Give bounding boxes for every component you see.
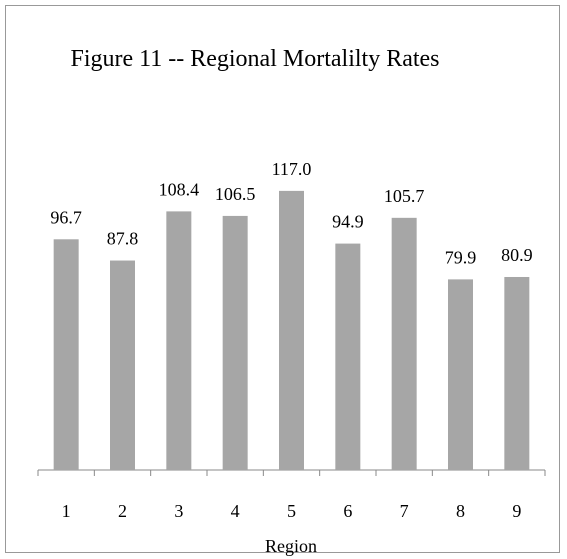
value-label: 106.5 xyxy=(215,184,256,204)
bar xyxy=(222,215,248,470)
bar xyxy=(279,190,304,470)
bar xyxy=(335,243,361,470)
value-label: 79.9 xyxy=(445,248,477,268)
bar xyxy=(53,239,79,470)
chart-title: Figure 11 -- Regional Mortalilty Rates xyxy=(70,46,440,72)
bar xyxy=(504,276,530,470)
bar xyxy=(166,211,192,471)
value-label: 108.4 xyxy=(159,180,200,200)
value-label: 96.7 xyxy=(50,207,82,227)
value-label: 105.7 xyxy=(384,186,425,206)
x-tick-label: 1 xyxy=(62,501,71,521)
x-tick-label: 2 xyxy=(118,501,127,521)
x-tick-label: 4 xyxy=(231,501,240,521)
x-tick-label: 9 xyxy=(512,501,521,521)
x-tick-label: 5 xyxy=(287,501,296,521)
value-label: 80.9 xyxy=(501,245,533,265)
x-tick-label: 6 xyxy=(343,501,352,521)
x-tick-label: 7 xyxy=(400,501,409,521)
bar xyxy=(448,279,473,470)
chart-frame xyxy=(5,5,560,553)
bar xyxy=(391,217,417,470)
bar xyxy=(110,260,135,470)
x-axis-label: Region xyxy=(265,536,317,556)
x-tick-label: 3 xyxy=(174,501,183,521)
value-label: 117.0 xyxy=(272,159,312,179)
value-label: 94.9 xyxy=(332,212,364,232)
x-tick-label: 8 xyxy=(456,501,465,521)
value-label: 87.8 xyxy=(107,229,139,249)
